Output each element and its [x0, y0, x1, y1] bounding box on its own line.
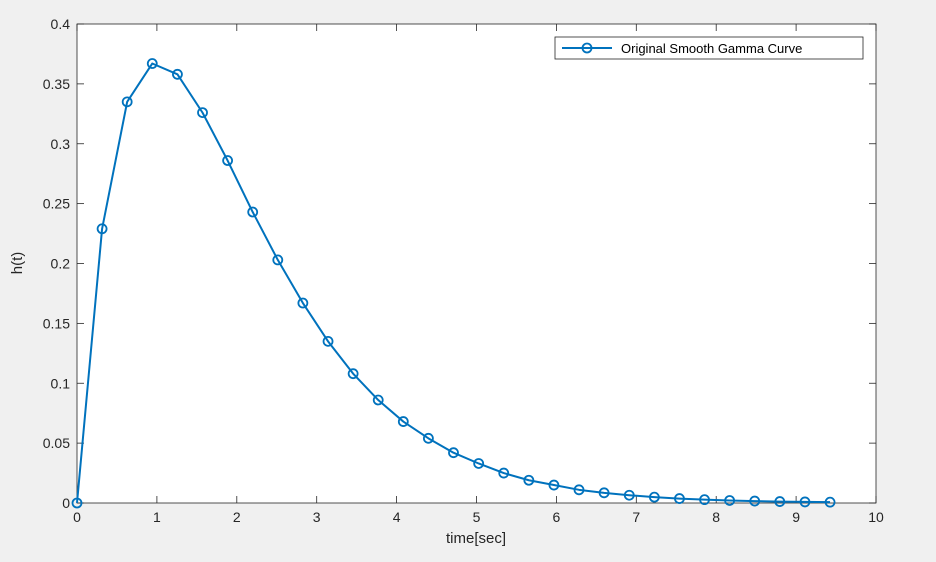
data-point-marker — [824, 496, 836, 508]
data-point-marker — [473, 458, 485, 469]
x-tick-label: 4 — [393, 509, 401, 525]
data-point-marker — [774, 496, 786, 507]
data-point-marker — [799, 496, 811, 508]
y-tick-label: 0.05 — [43, 435, 70, 451]
x-tick-label: 3 — [313, 509, 321, 525]
y-tick-label: 0.25 — [43, 196, 70, 212]
data-point-marker — [623, 489, 635, 501]
x-tick-label: 9 — [792, 509, 800, 525]
x-tick-label: 1 — [153, 509, 161, 525]
x-axis-label: time[sec] — [446, 530, 506, 547]
y-tick-label: 0.35 — [43, 76, 70, 92]
y-tick-label: 0.2 — [51, 256, 71, 272]
data-point-marker — [247, 206, 259, 218]
legend-marker — [581, 42, 593, 54]
x-tick-label: 0 — [73, 509, 81, 525]
legend-box — [554, 36, 864, 60]
ticks-layer: 0 1 2 3 4 5 6 7 8 9 10 0 0.05 0.1 0.15 0.2 0.25 0.3 0.35 0.… — [43, 16, 884, 525]
x-tick-label: 8 — [712, 509, 720, 525]
y-axis-label: h(t) — [9, 252, 26, 275]
data-point-marker — [297, 297, 309, 309]
data-point-marker — [121, 96, 133, 108]
data-point-marker — [146, 58, 158, 69]
data-point-marker — [222, 155, 234, 166]
plot-area — [76, 23, 877, 504]
series-line — [76, 62, 831, 504]
data-point-marker — [699, 494, 710, 506]
data-point-marker — [498, 467, 510, 479]
data-point-marker — [197, 107, 208, 119]
data-point-marker — [648, 491, 660, 503]
data-point-marker — [347, 368, 359, 380]
x-tick-label: 6 — [553, 509, 561, 525]
data-point-marker — [423, 432, 434, 444]
data-point-marker — [397, 416, 409, 427]
x-tick-label: 5 — [473, 509, 481, 525]
legend-label: Original Smooth Gamma Curve — [621, 41, 802, 56]
data-point-marker — [172, 68, 183, 80]
y-tick-label: 0 — [62, 495, 70, 511]
data-point-marker — [724, 495, 736, 506]
data-point-marker — [322, 335, 334, 347]
data-point-marker — [573, 484, 585, 496]
x-tick-label: 10 — [868, 509, 884, 525]
data-point-marker — [71, 497, 83, 509]
y-tick-label: 0.1 — [51, 375, 71, 391]
data-point-marker — [372, 394, 384, 406]
data-point-marker — [598, 487, 610, 499]
x-tick-label: 2 — [233, 509, 241, 525]
data-point-marker — [96, 223, 108, 235]
y-tick-label: 0.15 — [43, 315, 70, 331]
data-point-marker — [523, 474, 535, 486]
data-point-marker — [448, 447, 459, 459]
data-point-marker — [674, 493, 685, 504]
y-tick-label: 0.3 — [51, 136, 71, 152]
series-layer — [71, 58, 836, 509]
data-point-marker — [749, 495, 761, 507]
data-point-marker — [548, 479, 560, 491]
data-point-marker — [272, 254, 284, 266]
x-tick-label: 7 — [632, 509, 640, 525]
legend: Original Smooth Gamma Curve — [554, 36, 864, 60]
y-tick-label: 0.4 — [51, 16, 71, 32]
